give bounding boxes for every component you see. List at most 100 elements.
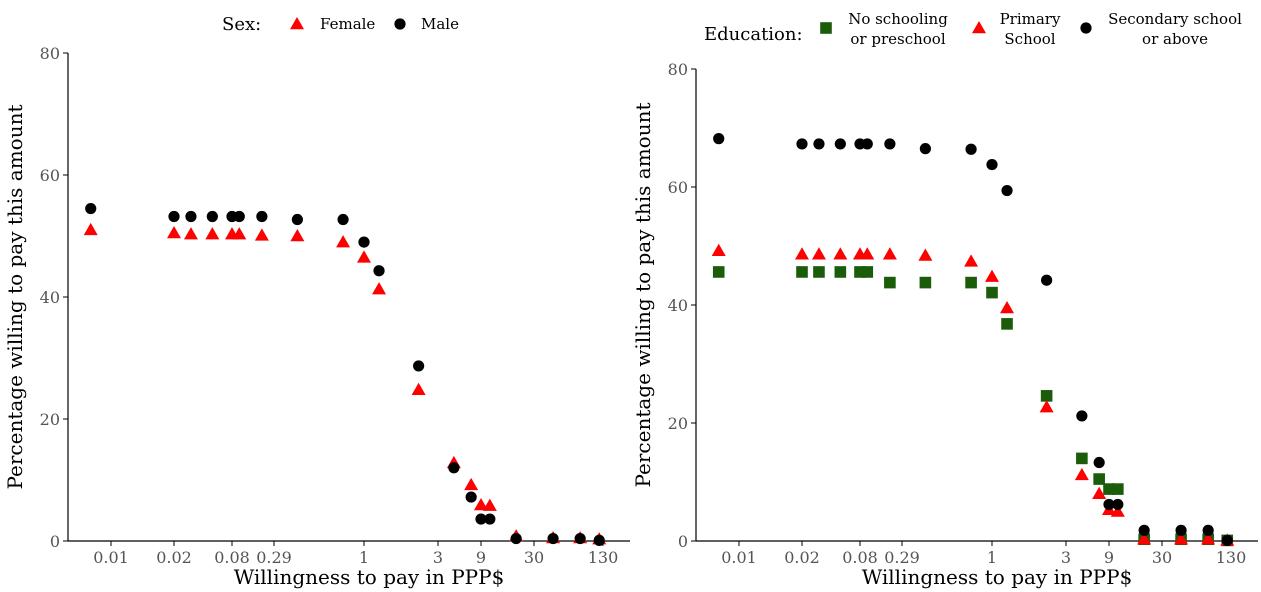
- data-point: [1041, 274, 1053, 286]
- data-point: [448, 462, 460, 474]
- data-point: [834, 138, 846, 150]
- x-tick-label: 3: [433, 548, 443, 567]
- data-point: [986, 158, 998, 171]
- data-point: [475, 513, 487, 525]
- data-point: [796, 266, 808, 278]
- data-point: [919, 143, 931, 155]
- legend-marker: [820, 22, 832, 34]
- data-point: [1039, 400, 1054, 413]
- data-point: [290, 229, 305, 242]
- data-point: [833, 247, 848, 260]
- data-point: [205, 227, 220, 240]
- y-tick-label: 20: [40, 410, 60, 429]
- data-point: [813, 266, 825, 278]
- data-point: [372, 282, 387, 295]
- x-tick-label: 0.08: [842, 548, 878, 567]
- data-point: [465, 491, 477, 503]
- data-point: [254, 228, 269, 241]
- data-point: [510, 532, 522, 545]
- x-tick-label: 9: [476, 548, 486, 567]
- legend-label: Female: [320, 15, 375, 33]
- x-axis-label: Willingness to pay in PPP$: [862, 565, 1133, 589]
- x-tick-label: 0.29: [884, 548, 920, 567]
- data-point: [232, 227, 247, 240]
- data-point: [574, 532, 586, 545]
- data-point: [1137, 532, 1152, 545]
- data-point: [83, 222, 98, 236]
- data-point: [1001, 318, 1013, 330]
- data-point: [711, 243, 726, 256]
- data-point: [1093, 473, 1105, 485]
- legend-label: Primary: [1000, 10, 1061, 28]
- x-tick-label: 30: [524, 548, 544, 567]
- legend-label: Male: [421, 15, 459, 33]
- x-tick-label: 0.08: [214, 548, 250, 567]
- data-point: [882, 247, 897, 260]
- x-tick-label: 0.02: [156, 548, 192, 567]
- data-point: [336, 235, 351, 248]
- y-tick-label: 40: [40, 288, 60, 307]
- y-tick-label: 60: [40, 166, 60, 185]
- data-point: [183, 227, 198, 240]
- data-point: [1174, 532, 1189, 545]
- y-tick-label: 80: [668, 60, 688, 79]
- data-point: [919, 276, 932, 289]
- data-point: [861, 138, 873, 150]
- data-point: [1076, 410, 1088, 422]
- data-point: [884, 138, 896, 150]
- data-point: [484, 513, 496, 525]
- data-point: [813, 138, 825, 150]
- legend-title: Education:: [704, 24, 803, 45]
- y-tick-label: 0: [50, 532, 60, 551]
- chart-panel-sex: 0 20 40 60 80 0.01 0.02 0.08 0.29 1 3 9 30 130 Willing…: [3, 14, 630, 589]
- legend-marker: [394, 18, 406, 30]
- legend-label: School: [1004, 30, 1055, 48]
- y-tick-label: 20: [668, 414, 688, 433]
- x-tick-label: 30: [1152, 548, 1172, 567]
- data-point: [1201, 532, 1216, 545]
- data-point: [965, 276, 977, 289]
- data-point: [713, 133, 725, 145]
- x-axis-label: Willingness to pay in PPP$: [234, 565, 505, 589]
- data-point: [712, 266, 725, 278]
- data-point: [861, 266, 874, 278]
- x-tick-label: 1: [359, 548, 369, 567]
- data-point: [411, 382, 426, 395]
- legend-label: or preschool: [850, 30, 945, 48]
- data-point: [1175, 524, 1187, 536]
- y-tick-label: 60: [668, 178, 688, 197]
- x-tick-label: 0.01: [93, 548, 129, 567]
- data-point: [834, 266, 847, 278]
- x-tick-label: 9: [1104, 548, 1114, 567]
- x-tick-label: 0.02: [784, 548, 820, 567]
- chart-panel-education: 0 20 40 60 80 0.01 0.02 0.08 0.29 1 3 9 30 130 Willing…: [631, 10, 1258, 589]
- x-tick-label: 130: [588, 548, 619, 567]
- data-point: [413, 360, 425, 372]
- data-point: [1138, 524, 1150, 536]
- data-point: [1202, 524, 1214, 536]
- data-point: [1093, 456, 1105, 469]
- data-point: [464, 477, 479, 491]
- data-point: [1092, 486, 1107, 500]
- data-point: [337, 213, 349, 226]
- legend-label: No schooling: [848, 10, 948, 28]
- data-point: [1076, 452, 1088, 465]
- data-point: [1103, 483, 1115, 495]
- legend-label: Secondary school: [1108, 10, 1242, 28]
- x-tick-label: 130: [1216, 548, 1247, 567]
- x-tick-label: 3: [1061, 548, 1071, 567]
- data-point: [1001, 184, 1013, 197]
- data-point: [1112, 498, 1124, 511]
- data-point: [1112, 483, 1124, 495]
- data-point: [358, 236, 370, 248]
- data-point: [482, 498, 497, 511]
- data-point: [964, 254, 979, 267]
- y-tick-label: 80: [40, 44, 60, 63]
- y-tick-label: 0: [678, 532, 688, 551]
- data-point: [1074, 467, 1089, 481]
- legend-label: or above: [1142, 30, 1208, 48]
- data-point: [547, 532, 559, 545]
- data-point: [1103, 498, 1115, 511]
- legend-title: Sex:: [222, 14, 261, 35]
